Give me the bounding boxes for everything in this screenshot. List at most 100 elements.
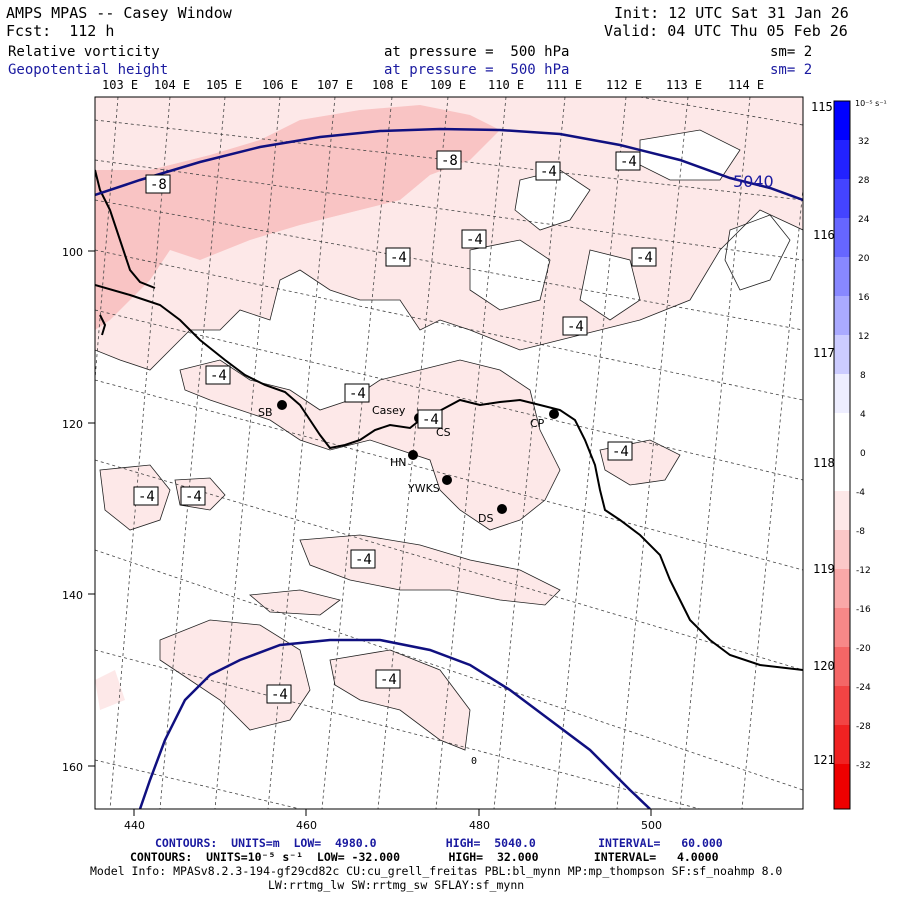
map-title: AMPS MPAS -- Casey Window <box>6 4 232 22</box>
contour-label: -4 <box>133 486 159 506</box>
init-time: Init: 12 UTC Sat 31 Jan 26 <box>614 4 849 22</box>
svg-text:-4: -4 <box>0 0 17 4</box>
svg-text:-4: -4 <box>210 368 227 384</box>
svg-text:-4: -4 <box>620 154 637 170</box>
height-contours <box>95 127 803 809</box>
colorbar-label: 28 <box>858 176 870 186</box>
lon-label-top: 109 E <box>430 78 467 92</box>
plot-area <box>95 97 803 809</box>
station-marker <box>549 409 559 419</box>
colorbar <box>833 100 851 810</box>
lon-label-top: 113 E <box>666 78 703 92</box>
forecast-hour: Fcst: 112 h <box>6 22 115 40</box>
y-tick-label: 160 <box>62 761 83 774</box>
lon-label-top: 108 E <box>372 78 409 92</box>
contour-label: -4 <box>344 383 370 403</box>
field1-sm: sm= 2 <box>770 44 813 60</box>
contour-label: -4 <box>205 365 231 385</box>
colorbar-label: 4 <box>860 410 866 420</box>
contour-label: -4 <box>385 247 411 267</box>
station-label: CP <box>530 417 545 430</box>
lon-label-top: 103 E <box>102 78 139 92</box>
contour-label: -4 <box>375 669 401 689</box>
station-marker <box>497 504 507 514</box>
footer-model-info-2: LW:rrtmg_lw SW:rrtmg_sw SFLAY:sf_mynn <box>268 878 525 892</box>
svg-text:-4: -4 <box>612 444 629 460</box>
contour-label: -4 <box>607 441 633 461</box>
lon-label-top: 111 E <box>546 78 583 92</box>
contour-label: -4 <box>417 409 443 429</box>
lon-label-top: 110 E <box>488 78 525 92</box>
colorbar-labels: 10⁻⁵ s⁻¹ 32 28 24 20 16 12 8 4 0 -4 -8 -… <box>855 99 887 771</box>
colorbar-label: 20 <box>858 254 870 264</box>
colorbar-label: -16 <box>856 605 871 615</box>
footer-vorticity-contours: CONTOURS: UNITS=10⁻⁵ s⁻¹ LOW= -32.000 HI… <box>130 850 719 864</box>
svg-text:-4: -4 <box>138 489 155 505</box>
colorbar-label: -12 <box>856 566 871 576</box>
contour-label: -4 <box>631 247 657 267</box>
contour-label: -4 <box>461 229 487 249</box>
axis-labels: 440 460 480 500 100 120 140 160 <box>62 246 662 832</box>
colorbar-label: -8 <box>856 527 865 537</box>
plot-frame <box>94 96 804 810</box>
colorbar-label: -24 <box>856 683 871 693</box>
svg-text:0: 0 <box>471 756 477 767</box>
lon-label-top: 105 E <box>206 78 243 92</box>
station-marker <box>442 475 452 485</box>
field2-name: Geopotential height <box>8 62 169 78</box>
colorbar-label: 12 <box>858 332 869 342</box>
colorbar-label: -32 <box>856 761 871 771</box>
colorbar-label: -28 <box>856 722 871 732</box>
svg-text:-4: -4 <box>636 250 653 266</box>
svg-text:-4: -4 <box>0 0 17 4</box>
colorbar-label: 24 <box>858 215 870 225</box>
station-label: SB <box>258 406 273 419</box>
station-marker <box>277 400 287 410</box>
station-label: Casey <box>372 404 406 417</box>
vorticity-labels: -8 -8 -4 -4 -4 -4 -4 -4 -4 -4 -4 -4 -4 -… <box>0 0 657 767</box>
field1-name: Relative vorticity <box>8 44 160 60</box>
station-marker <box>408 450 418 460</box>
contour-label: -4 <box>615 151 641 171</box>
colorbar-label: 8 <box>860 371 866 381</box>
colorbar-unit: 10⁻⁵ s⁻¹ <box>855 99 887 108</box>
svg-text:-8: -8 <box>150 177 167 193</box>
lon-label-top: 114 E <box>728 78 765 92</box>
svg-text:-4: -4 <box>390 250 407 266</box>
station-label: YWKS <box>407 482 440 495</box>
x-tick-label: 500 <box>641 819 662 832</box>
vorticity-fill <box>95 97 803 750</box>
contour-label: -4 <box>535 161 561 181</box>
y-tick-label: 100 <box>62 246 83 259</box>
svg-text:-4: -4 <box>355 552 372 568</box>
longitude-lines <box>95 97 803 809</box>
station-label: CS <box>436 426 451 439</box>
coastline <box>95 169 803 671</box>
x-tick-label: 440 <box>124 819 145 832</box>
colorbar-label: 0 <box>860 449 866 459</box>
footer-model-info: Model Info: MPASv8.2.3-194-gf29cd82c CU:… <box>90 864 783 878</box>
field2-sm: sm= 2 <box>770 62 813 78</box>
colorbar-label: 32 <box>858 137 869 147</box>
contour-label: -4 <box>180 486 206 506</box>
height-contour-label: 5040 <box>733 172 774 191</box>
vorticity-contours <box>95 129 803 751</box>
y-tick-label: 120 <box>62 418 83 431</box>
lon-label-top: 106 E <box>262 78 299 92</box>
contour-label: -4 <box>266 684 292 704</box>
svg-text:-4: -4 <box>422 412 439 428</box>
svg-text:-4: -4 <box>380 672 397 688</box>
x-tick-label: 460 <box>296 819 317 832</box>
svg-text:-4: -4 <box>271 687 288 703</box>
station-label: DS <box>478 512 493 525</box>
colorbar-label: -4 <box>856 488 865 498</box>
lon-label-top: 104 E <box>154 78 191 92</box>
axis-ticks <box>88 250 652 816</box>
svg-text:-4: -4 <box>466 232 483 248</box>
x-tick-label: 480 <box>469 819 490 832</box>
y-tick-label: 140 <box>62 589 83 602</box>
latitude-lines <box>95 97 803 809</box>
colorbar-label: -20 <box>856 644 871 654</box>
contour-label: -4 <box>0 0 17 4</box>
